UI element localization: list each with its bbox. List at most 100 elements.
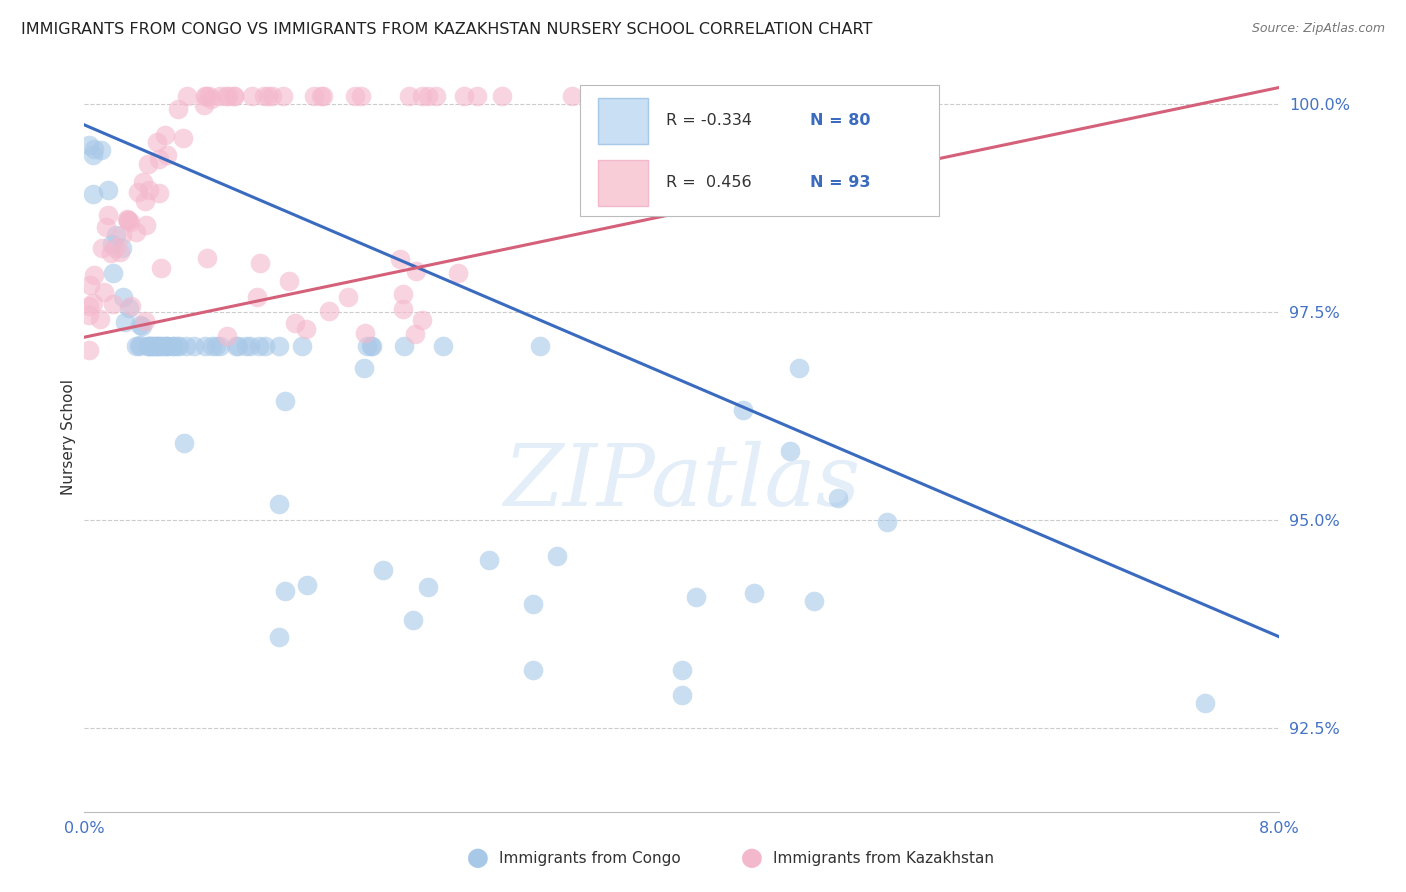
- Point: [343, 88, 366, 103]
- Point: [733, 88, 755, 103]
- Point: [138, 183, 160, 197]
- Point: [79, 277, 101, 292]
- Point: [271, 88, 294, 103]
- Point: [195, 88, 218, 103]
- Point: [77, 343, 100, 357]
- Point: [416, 580, 439, 594]
- Point: [446, 266, 468, 280]
- Point: [93, 285, 115, 299]
- Point: [529, 338, 551, 352]
- Point: [145, 338, 167, 352]
- Point: [267, 338, 290, 352]
- Point: [404, 326, 426, 341]
- Point: [309, 88, 332, 103]
- Point: [478, 553, 501, 567]
- Point: [257, 88, 280, 103]
- Point: [127, 185, 149, 199]
- Point: [803, 594, 825, 608]
- Point: [148, 153, 170, 167]
- Text: ZIPatlas: ZIPatlas: [503, 441, 860, 524]
- Point: [90, 143, 112, 157]
- Point: [89, 311, 111, 326]
- Point: [522, 663, 544, 677]
- Point: [77, 299, 100, 313]
- Point: [125, 338, 148, 352]
- Point: [312, 88, 335, 103]
- Point: [318, 304, 340, 318]
- Point: [235, 338, 257, 352]
- Point: [1194, 697, 1216, 711]
- Point: [411, 88, 433, 103]
- Point: [153, 338, 176, 352]
- Point: [226, 338, 249, 352]
- Point: [82, 148, 104, 162]
- Text: ⬤: ⬤: [741, 848, 763, 868]
- Point: [392, 286, 415, 301]
- Point: [169, 338, 191, 352]
- Point: [253, 88, 276, 103]
- Point: [291, 338, 314, 352]
- Point: [787, 361, 810, 376]
- Point: [145, 338, 167, 352]
- Y-axis label: Nursery School: Nursery School: [60, 379, 76, 495]
- Point: [240, 88, 263, 103]
- Point: [200, 92, 222, 106]
- Point: [467, 88, 489, 103]
- Point: [101, 297, 124, 311]
- Point: [100, 236, 122, 251]
- Point: [97, 208, 120, 222]
- Point: [128, 337, 150, 351]
- Point: [124, 225, 146, 239]
- Point: [156, 338, 179, 352]
- Point: [295, 321, 318, 335]
- Point: [117, 213, 139, 227]
- Point: [217, 88, 239, 103]
- Point: [356, 338, 378, 352]
- Point: [150, 261, 173, 276]
- Point: [100, 245, 122, 260]
- Point: [284, 317, 307, 331]
- Point: [425, 88, 447, 103]
- Point: [142, 338, 165, 352]
- Point: [277, 274, 299, 288]
- Text: Source: ZipAtlas.com: Source: ZipAtlas.com: [1251, 22, 1385, 36]
- Point: [150, 338, 173, 352]
- Point: [134, 314, 156, 328]
- Point: [671, 688, 693, 702]
- Point: [260, 88, 283, 103]
- Point: [217, 329, 239, 343]
- Point: [360, 338, 382, 352]
- Point: [193, 98, 215, 112]
- Point: [398, 88, 420, 103]
- Point: [111, 290, 134, 304]
- Point: [214, 88, 236, 103]
- Point: [166, 338, 188, 352]
- Point: [209, 88, 232, 103]
- Point: [671, 663, 693, 677]
- Point: [136, 157, 159, 171]
- Point: [194, 88, 217, 103]
- Point: [134, 194, 156, 209]
- Point: [274, 583, 297, 598]
- Point: [388, 252, 411, 267]
- Point: [491, 88, 513, 103]
- Point: [148, 186, 170, 201]
- Point: [104, 241, 127, 255]
- Point: [162, 338, 184, 352]
- Point: [373, 563, 395, 577]
- Point: [82, 296, 104, 310]
- Point: [118, 215, 141, 229]
- Text: Immigrants from Kazakhstan: Immigrants from Kazakhstan: [773, 851, 994, 865]
- Point: [418, 88, 440, 103]
- Point: [77, 309, 100, 323]
- Point: [82, 186, 104, 201]
- Point: [360, 338, 382, 352]
- Point: [336, 290, 359, 304]
- Point: [120, 299, 142, 313]
- Point: [394, 338, 416, 352]
- Point: [146, 135, 169, 149]
- Point: [174, 338, 197, 352]
- Point: [195, 251, 218, 265]
- Point: [162, 338, 184, 352]
- Point: [453, 88, 475, 103]
